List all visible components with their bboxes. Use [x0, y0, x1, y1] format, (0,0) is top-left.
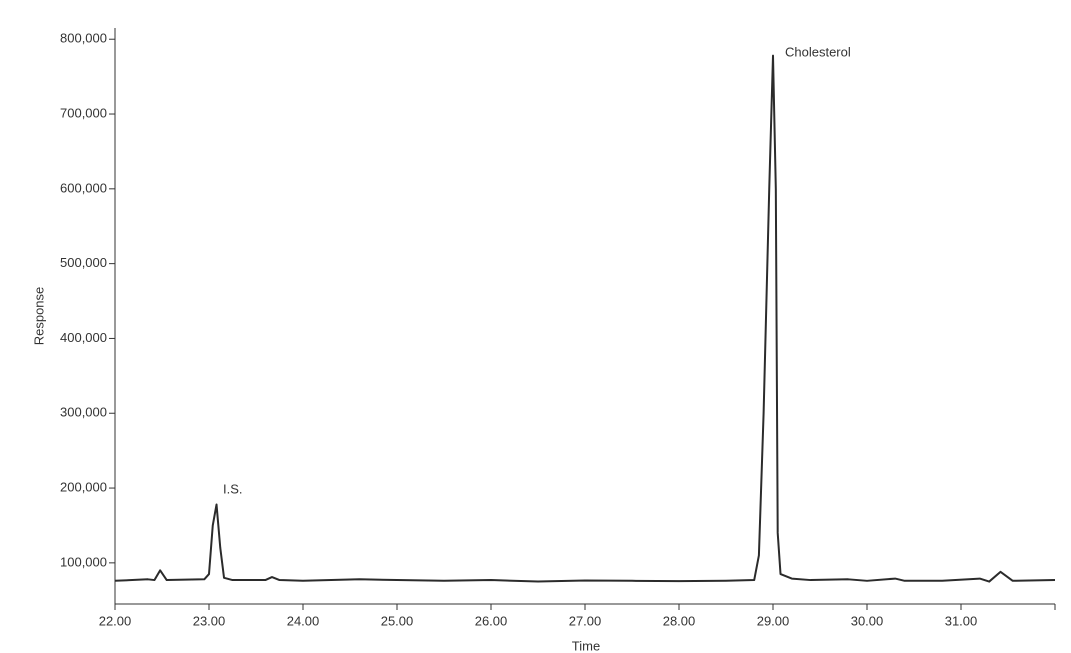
y-tick-label: 300,000 — [60, 405, 107, 420]
x-tick-label: 22.00 — [99, 613, 132, 628]
y-tick-label: 200,000 — [60, 479, 107, 494]
y-tick-label: 700,000 — [60, 105, 107, 120]
chromatogram-line — [114, 54, 1056, 583]
x-tick-label: 27.00 — [569, 613, 602, 628]
x-tick-label: 24.00 — [287, 613, 320, 628]
x-tick-label: 30.00 — [851, 613, 884, 628]
y-tick-label: 500,000 — [60, 255, 107, 270]
y-tick-label: 400,000 — [60, 330, 107, 345]
y-tick-label: 100,000 — [60, 554, 107, 569]
y-axis-label: Response — [31, 287, 46, 346]
x-tick-label: 26.00 — [475, 613, 508, 628]
annotation: I.S. — [223, 481, 243, 496]
x-tick-label: 31.00 — [945, 613, 978, 628]
x-axis-label: Time — [572, 638, 600, 653]
x-tick-label: 29.00 — [757, 613, 790, 628]
x-tick-label: 25.00 — [381, 613, 414, 628]
y-tick-label: 600,000 — [60, 180, 107, 195]
x-tick-label: 23.00 — [193, 613, 226, 628]
annotation: Cholesterol — [785, 44, 851, 59]
x-tick-label: 28.00 — [663, 613, 696, 628]
y-tick-label: 800,000 — [60, 31, 107, 46]
